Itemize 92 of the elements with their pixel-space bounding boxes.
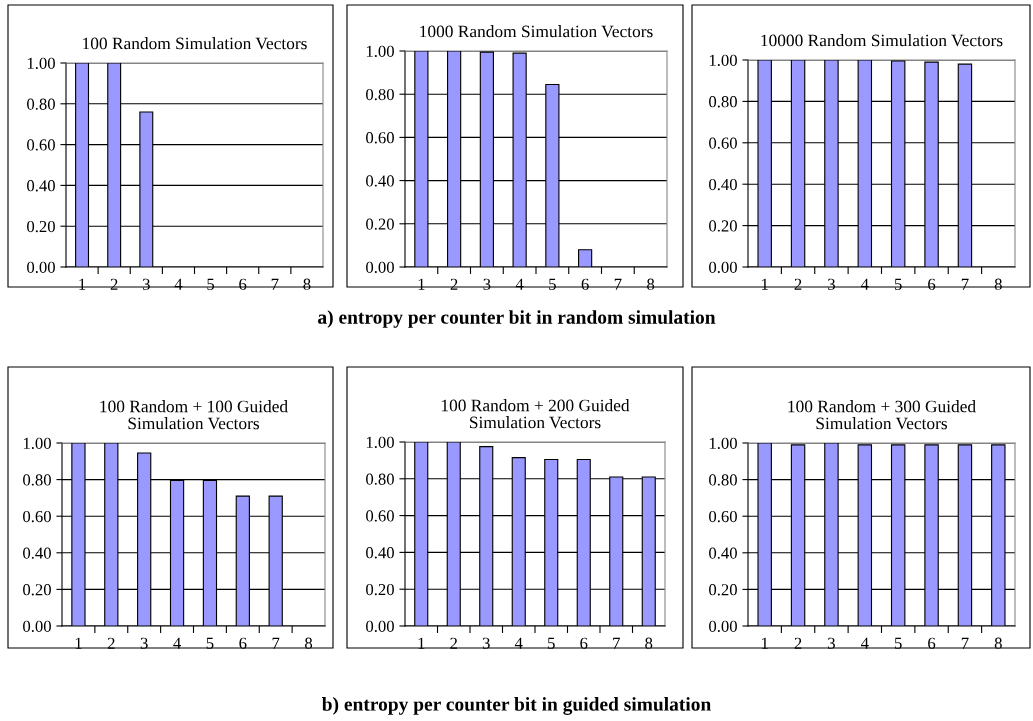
x-tick-label: 8 <box>305 637 313 649</box>
y-tick-label: 0.20 <box>27 220 55 233</box>
y-tick-label: 0.40 <box>366 547 394 559</box>
x-tick-label: 4 <box>514 637 523 649</box>
y-tick-label: 0.60 <box>23 510 51 523</box>
y-tick-label: 0.00 <box>366 261 394 274</box>
x-tick-label: 5 <box>894 637 902 649</box>
y-tick-label: 0.00 <box>709 261 737 274</box>
y-tick-label: 0.40 <box>709 547 737 559</box>
x-tick-label: 7 <box>961 278 969 290</box>
x-tick-label: 5 <box>207 278 215 290</box>
x-tick-label: 8 <box>303 278 311 290</box>
x-tick-label: 4 <box>515 278 524 290</box>
y-tick-label: 0.60 <box>709 137 737 149</box>
x-tick-label: 2 <box>794 278 802 290</box>
x-tick-label: 3 <box>140 637 148 649</box>
y-tick-label: 0.40 <box>366 175 394 187</box>
x-tick-label: 1 <box>418 278 425 290</box>
y-tick-label: 0.00 <box>27 261 55 274</box>
x-tick-label: 2 <box>450 278 458 290</box>
y-tick-label: 0.80 <box>366 88 394 101</box>
y-tick-label: 0.80 <box>366 473 394 485</box>
y-tick-label: 0.40 <box>27 180 55 192</box>
y-tick-label: 1.00 <box>709 54 737 67</box>
y-tick-label: 0.20 <box>709 220 737 232</box>
x-tick-label: 2 <box>110 278 118 290</box>
y-tick-label: 0.20 <box>23 584 51 596</box>
x-tick-label: 7 <box>613 637 620 649</box>
x-tick-label: 6 <box>580 637 588 649</box>
chart-title: 100 Random + 300 Guided Simulation Vectors <box>788 400 976 430</box>
chart-title: 100 Random Simulation Vectors <box>83 37 307 50</box>
y-tick-label: 0.60 <box>366 510 394 522</box>
y-tick-label: 0.00 <box>709 620 737 633</box>
x-tick-label: 4 <box>860 637 869 649</box>
x-tick-label: 8 <box>647 278 655 290</box>
x-tick-label: 2 <box>794 637 802 649</box>
x-tick-label: 6 <box>239 278 247 290</box>
y-tick-label: 0.80 <box>709 96 737 108</box>
x-tick-label: 1 <box>79 278 86 290</box>
y-tick-label: 0.00 <box>23 620 51 633</box>
y-tick-label: 0.80 <box>27 98 55 110</box>
y-tick-label: 0.20 <box>709 584 737 596</box>
x-tick-label: 3 <box>483 278 491 290</box>
x-tick-label: 4 <box>860 278 869 290</box>
chart-title: 100 Random + 100 Guided Simulation Vectors <box>100 400 288 430</box>
x-tick-label: 2 <box>450 637 457 649</box>
x-tick-label: 5 <box>548 637 555 649</box>
y-tick-label: 0.40 <box>23 547 51 559</box>
x-tick-label: 8 <box>994 637 1002 649</box>
chart-title: 100 Random + 200 Guided Simulation Vectors <box>441 399 630 429</box>
text: a) entropy per counter bit in random simulation <box>318 310 716 328</box>
chart-title: 10000 Random Simulation Vectors <box>761 34 1003 47</box>
x-tick-label: 8 <box>645 637 653 649</box>
y-tick-label: 0.60 <box>27 139 55 151</box>
y-tick-label: 0.80 <box>23 474 51 486</box>
x-tick-label: 1 <box>418 637 425 649</box>
y-tick-label: 0.20 <box>366 218 394 230</box>
y-tick-label: 0.20 <box>366 583 394 596</box>
y-tick-label: 1.00 <box>709 437 737 450</box>
x-tick-label: 3 <box>828 637 835 649</box>
x-tick-label: 6 <box>581 278 589 290</box>
x-tick-label: 1 <box>75 637 82 649</box>
x-tick-label: 4 <box>173 637 181 649</box>
text: b) entropy per counter bit in guided simulation <box>321 697 711 715</box>
y-tick-label: 1.00 <box>366 436 394 449</box>
y-tick-label: 1.00 <box>23 437 51 450</box>
x-tick-label: 1 <box>761 637 768 649</box>
y-tick-label: 0.40 <box>709 178 737 191</box>
x-tick-label: 5 <box>894 278 902 290</box>
x-tick-label: 7 <box>961 637 969 649</box>
x-tick-label: 8 <box>994 278 1002 290</box>
y-tick-label: 1.00 <box>27 57 55 70</box>
y-tick-label: 0.80 <box>709 474 737 486</box>
x-tick-label: 1 <box>761 278 768 290</box>
x-tick-label: 6 <box>928 278 936 290</box>
x-tick-label: 7 <box>614 278 622 290</box>
x-tick-label: 3 <box>828 278 835 290</box>
x-tick-label: 5 <box>549 278 556 290</box>
y-tick-label: 0.60 <box>366 132 394 144</box>
x-tick-label: 3 <box>482 637 490 649</box>
x-tick-label: 7 <box>272 637 280 649</box>
x-tick-label: 7 <box>271 278 279 290</box>
y-tick-label: 0.60 <box>709 510 737 523</box>
chart-title: 1000 Random Simulation Vectors <box>420 25 653 38</box>
x-tick-label: 4 <box>174 278 183 290</box>
x-tick-label: 6 <box>239 637 247 649</box>
x-tick-label: 6 <box>928 637 936 649</box>
x-tick-label: 5 <box>206 637 214 649</box>
y-tick-label: 0.00 <box>366 620 394 633</box>
y-tick-label: 1.00 <box>366 45 394 58</box>
x-tick-label: 2 <box>107 637 115 649</box>
x-tick-label: 3 <box>142 278 150 290</box>
